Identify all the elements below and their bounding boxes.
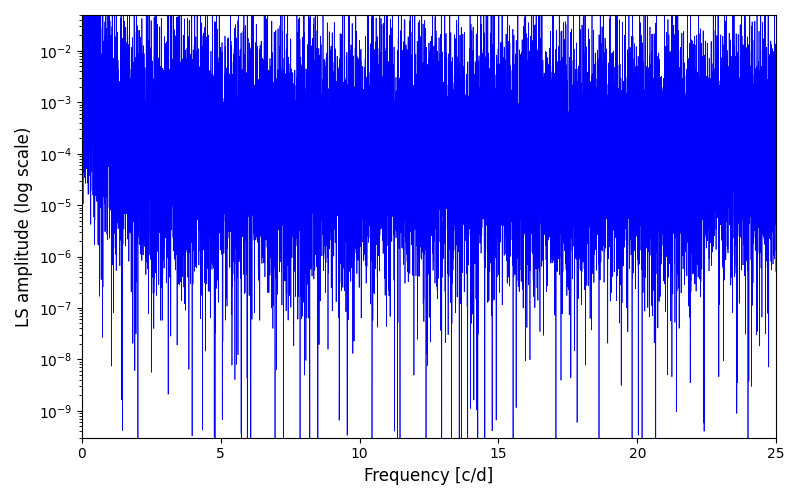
X-axis label: Frequency [c/d]: Frequency [c/d] (364, 467, 494, 485)
Y-axis label: LS amplitude (log scale): LS amplitude (log scale) (15, 126, 33, 326)
